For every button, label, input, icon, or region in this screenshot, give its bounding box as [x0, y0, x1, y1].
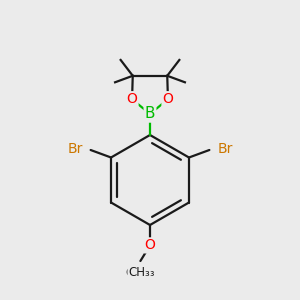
Text: O: O [127, 92, 137, 106]
Text: OCH₃: OCH₃ [126, 268, 155, 278]
Text: O: O [163, 92, 173, 106]
Text: Br: Br [67, 142, 83, 156]
Text: Br: Br [217, 142, 233, 156]
Text: CH₃: CH₃ [128, 266, 150, 279]
Text: O: O [145, 238, 155, 252]
Text: B: B [145, 106, 155, 122]
